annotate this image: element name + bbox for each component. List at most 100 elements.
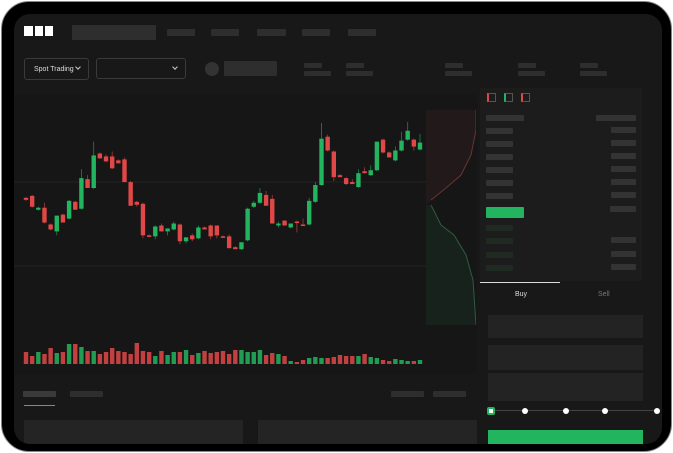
order-book xyxy=(480,88,642,281)
nav-item[interactable] xyxy=(257,29,286,36)
volume-bar xyxy=(54,353,59,364)
volume-bar xyxy=(343,356,349,364)
candle-down xyxy=(282,220,287,226)
okx-logo[interactable] xyxy=(24,26,53,36)
coin-icon xyxy=(205,62,219,76)
pair-price xyxy=(224,61,277,76)
volume-bar xyxy=(282,356,287,364)
stat-label xyxy=(518,63,536,68)
volume-bar xyxy=(190,355,195,364)
price-chart[interactable] xyxy=(14,87,477,374)
candle-up xyxy=(356,169,361,188)
volume-bar xyxy=(288,361,293,364)
candle-down xyxy=(23,196,29,201)
volume-bar xyxy=(122,352,127,364)
trade-tabs: Buy Sell xyxy=(480,282,642,302)
volume-bar xyxy=(350,356,355,364)
candle-down xyxy=(220,235,226,238)
book-view-buy-icon[interactable] xyxy=(504,93,513,102)
ask-price xyxy=(486,141,513,147)
ask-size xyxy=(610,206,636,212)
stat-value xyxy=(346,71,373,76)
filter-button[interactable] xyxy=(391,391,424,397)
nav-item[interactable] xyxy=(167,29,195,36)
ask-size xyxy=(611,166,636,172)
volume-bar xyxy=(405,361,410,364)
candle-down xyxy=(387,151,392,158)
volume-bar xyxy=(417,360,423,364)
volume-bar xyxy=(29,356,35,364)
price-input[interactable] xyxy=(488,315,643,338)
slider-handle[interactable] xyxy=(487,407,495,415)
volume-bar xyxy=(399,360,404,364)
volume-bar xyxy=(128,354,133,364)
candle-up xyxy=(196,225,201,240)
pair-select[interactable] xyxy=(96,58,186,79)
volume-bar xyxy=(245,352,250,364)
slider-step[interactable] xyxy=(602,408,608,414)
amount-slider[interactable] xyxy=(492,410,658,411)
candle-down xyxy=(325,134,330,152)
candle-down xyxy=(146,234,152,238)
candle-up xyxy=(171,221,176,231)
search-bar[interactable] xyxy=(72,25,156,40)
filter-button[interactable] xyxy=(433,391,466,397)
bid-price xyxy=(486,252,513,258)
volume-bar xyxy=(337,355,343,364)
candle-down xyxy=(214,225,220,239)
tab-sell[interactable]: Sell xyxy=(598,291,610,298)
slider-step[interactable] xyxy=(522,408,528,414)
volume-bar xyxy=(294,362,300,364)
volume-bar xyxy=(79,347,84,364)
volume-bar xyxy=(66,344,72,364)
candle-up xyxy=(257,188,263,204)
volume-bar xyxy=(202,351,207,364)
volume-bar xyxy=(263,355,269,364)
candle-down xyxy=(48,223,53,231)
volume-bar xyxy=(306,358,312,364)
market-type-select[interactable]: Spot Trading xyxy=(24,58,89,80)
volume-bar xyxy=(270,353,275,364)
slider-step[interactable] xyxy=(563,408,569,414)
volume-bar xyxy=(226,354,232,364)
candle-down xyxy=(159,223,164,232)
app-screen: Spot Trading ⩘ ✓ ƒ ∿ ⧄ ◒ ◎ ⛶ Buy Sell xyxy=(14,14,662,444)
bid-size xyxy=(611,251,636,257)
amount-input[interactable] xyxy=(488,345,643,370)
candle-up xyxy=(368,165,373,177)
candle-down xyxy=(140,202,146,239)
ask-price xyxy=(486,128,513,134)
candle-up xyxy=(251,200,256,208)
slider-step[interactable] xyxy=(654,408,660,414)
candle-up xyxy=(36,206,41,211)
candle-down xyxy=(60,213,66,223)
tab-order-history[interactable] xyxy=(70,391,103,397)
ask-price xyxy=(486,154,513,160)
volume-bar xyxy=(233,350,238,364)
tab-buy[interactable]: Buy xyxy=(515,291,528,298)
stat-label xyxy=(580,63,598,68)
book-view-both-icon[interactable] xyxy=(487,93,496,102)
candle-down xyxy=(294,220,300,233)
volume-bar xyxy=(91,351,96,364)
nav-item[interactable] xyxy=(302,29,330,36)
candle-down xyxy=(343,177,349,186)
candle-up xyxy=(393,146,398,162)
book-view-sell-icon[interactable] xyxy=(521,93,530,102)
bid-price xyxy=(486,265,513,271)
buy-button[interactable] xyxy=(488,430,643,444)
volume-bar xyxy=(300,360,306,364)
tab-open-orders[interactable] xyxy=(23,391,56,397)
candle-up xyxy=(319,122,324,187)
bid-size xyxy=(611,237,636,243)
candle-down xyxy=(42,202,47,224)
volume-bar xyxy=(48,348,53,364)
nav-item[interactable] xyxy=(211,29,239,36)
volume-bar xyxy=(214,352,220,364)
total-input[interactable] xyxy=(488,373,643,401)
ask-size xyxy=(611,140,636,146)
nav-item[interactable] xyxy=(348,29,376,36)
volume-bar xyxy=(103,352,109,364)
mid-price xyxy=(486,207,524,218)
candle-down xyxy=(226,234,232,249)
